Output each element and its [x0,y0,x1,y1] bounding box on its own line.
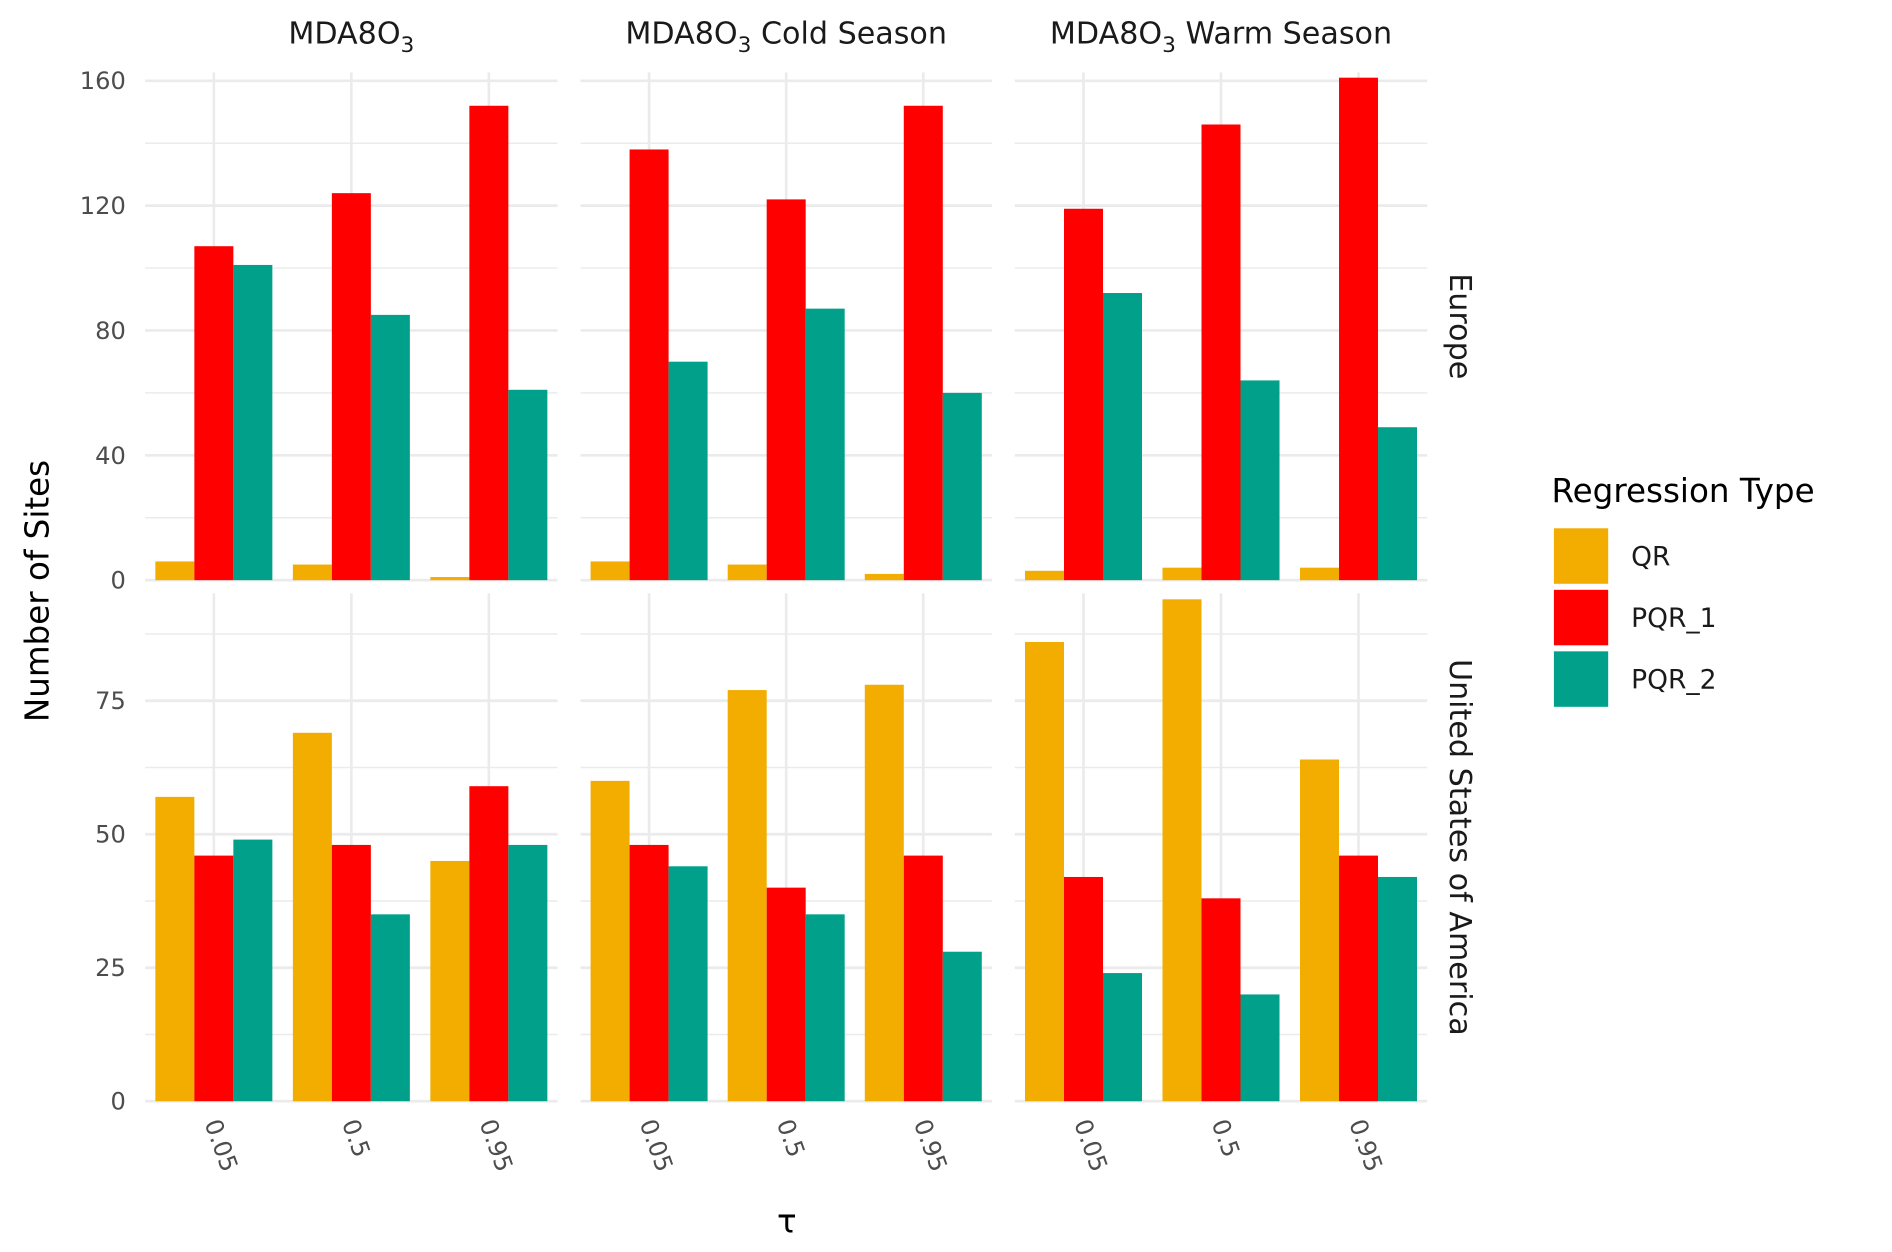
bar-qr-0.05 [155,561,195,581]
x-axis-title: τ [777,1203,797,1241]
bar-pqr_1-0.95 [903,855,943,1102]
bar-pqr_2-0.5 [370,314,410,581]
y-axis-title: Number of Sites [19,460,57,722]
bar-pqr_1-0.95 [469,786,509,1102]
bar-pqr_2-0.05 [668,361,708,581]
bar-qr-0.95 [864,573,904,581]
bar-qr-0.95 [1300,567,1340,581]
bar-pqr_2-0.05 [1103,973,1143,1102]
x-tick-label: 0.05 [634,1115,679,1175]
bar-qr-0.05 [1025,570,1065,581]
row-strip-label: United States of America [1442,659,1477,1036]
bar-qr-0.05 [1025,642,1065,1102]
bar-pqr_2-0.5 [1240,994,1280,1102]
bar-qr-0.95 [864,684,904,1102]
legend-label: QR [1631,542,1670,573]
bar-pqr_1-0.5 [1201,124,1241,581]
bar-qr-0.5 [727,690,767,1102]
bar-qr-0.5 [292,732,332,1102]
column-strip-label: MDA8O3 Warm Season [1050,16,1392,57]
x-tick-label: 0.5 [771,1115,810,1161]
bar-pqr_2-0.5 [370,914,410,1102]
bar-qr-0.5 [292,564,332,581]
y-tick-label: 80 [95,317,126,345]
bar-pqr_2-0.95 [942,392,982,581]
bar-pqr_1-0.05 [1064,208,1104,581]
bar-qr-0.95 [430,860,470,1102]
bar-pqr_2-0.05 [1103,293,1143,581]
legend-label: PQR_1 [1631,603,1716,634]
bar-qr-0.5 [1162,599,1202,1102]
bar-qr-0.5 [1162,567,1202,581]
y-tick-label: 0 [110,1088,125,1116]
y-tick-label: 40 [95,442,126,470]
bar-pqr_1-0.95 [469,105,509,581]
legend-label: PQR_2 [1631,665,1716,696]
bar-pqr_1-0.95 [1339,855,1379,1102]
row-strip-label: Europe [1442,273,1477,379]
bar-qr-0.05 [590,561,630,581]
bar-pqr_1-0.05 [1064,876,1104,1102]
y-tick-label: 75 [95,687,126,715]
legend-swatch [1553,528,1609,584]
column-strip-label: MDA8O3 Cold Season [625,16,947,57]
bar-pqr_1-0.5 [1201,898,1241,1102]
bar-pqr_1-0.5 [331,193,371,581]
bar-qr-0.05 [155,796,195,1102]
bar-pqr_1-0.95 [1339,77,1379,581]
x-tick-label: 0.95 [908,1115,953,1175]
bar-pqr_2-0.5 [805,308,845,581]
bar-pqr_2-0.05 [233,264,273,581]
x-tick-label: 0.05 [1068,1115,1113,1175]
y-tick-label: 0 [110,567,125,595]
x-tick-label: 0.5 [336,1115,375,1161]
bar-pqr_2-0.5 [1240,380,1280,581]
y-tick-label: 120 [80,192,126,220]
x-tick-label: 0.95 [474,1115,519,1175]
legend-swatch [1553,651,1609,707]
bar-qr-0.95 [1300,759,1340,1102]
bar-pqr_2-0.95 [508,389,548,581]
legend: Regression Type QR PQR_1 PQR_2 [1551,472,1815,707]
y-tick-label: 25 [95,954,126,982]
column-strip-label: MDA8O3 [288,16,414,57]
bar-pqr_1-0.5 [766,887,806,1102]
bar-pqr_2-0.95 [942,951,982,1102]
x-tick-label: 0.95 [1343,1115,1388,1175]
bar-qr-0.5 [727,564,767,581]
x-tick-label: 0.5 [1206,1115,1245,1161]
bar-pqr_2-0.95 [508,844,548,1102]
legend-swatch [1553,589,1609,646]
bar-pqr_1-0.05 [629,844,669,1102]
bar-pqr_1-0.05 [194,246,234,581]
legend-title: Regression Type [1551,472,1814,510]
bar-pqr_1-0.5 [766,199,806,581]
bar-qr-0.05 [590,780,630,1102]
bar-pqr_2-0.05 [233,839,273,1102]
y-tick-label: 160 [80,67,126,95]
y-tick-label: 50 [95,821,126,849]
bar-pqr_1-0.5 [331,844,371,1102]
x-tick-label: 0.05 [199,1115,244,1175]
bar-qr-0.95 [430,577,470,581]
bar-pqr_1-0.05 [194,855,234,1102]
bar-pqr_1-0.95 [903,105,943,581]
bars [155,77,1418,1102]
bar-pqr_1-0.05 [629,149,669,581]
bar-pqr_2-0.95 [1378,427,1418,581]
bar-pqr_2-0.95 [1378,876,1418,1102]
bar-pqr_2-0.5 [805,914,845,1102]
bar-pqr_2-0.05 [668,866,708,1102]
